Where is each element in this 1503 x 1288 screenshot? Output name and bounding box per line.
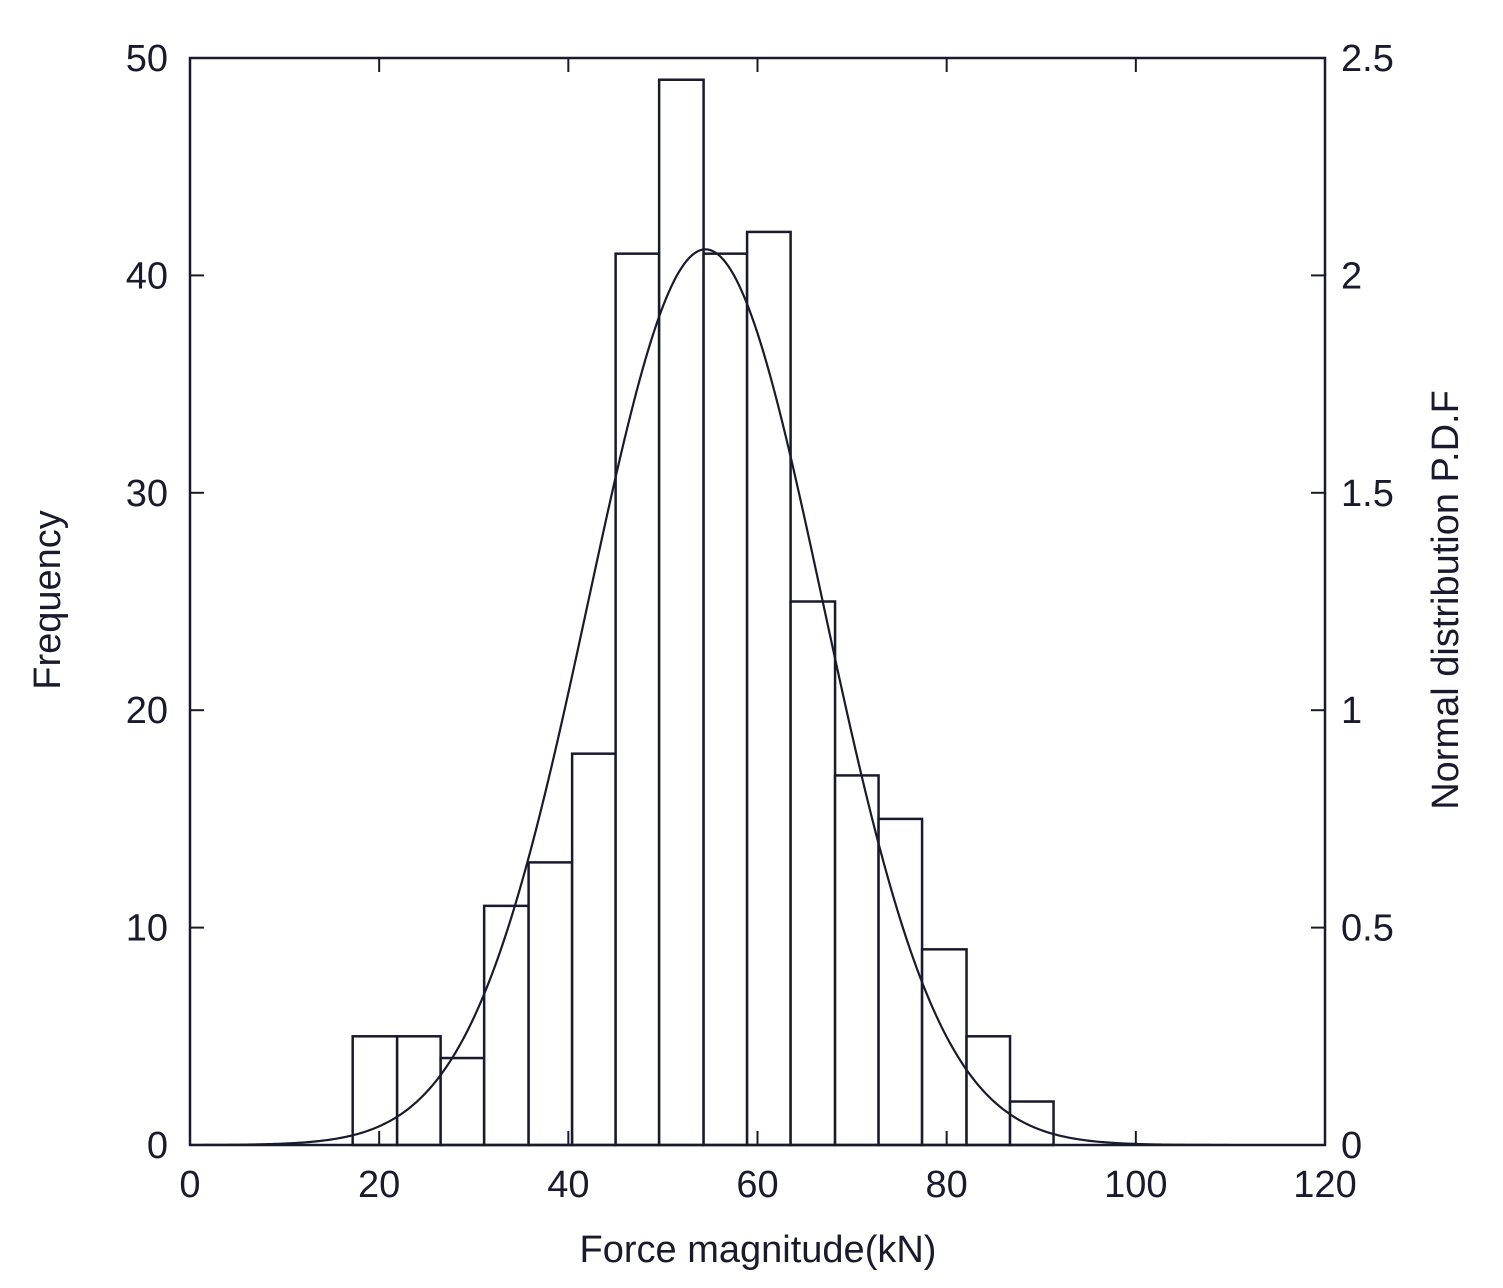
x-tick-labels: 0 20 40 60 80 100 120: [179, 1164, 1356, 1206]
histogram-bar-6: [570, 752, 617, 1147]
y-tick-label-5: 50: [126, 38, 168, 80]
right-y-tick-label-5: 2.5: [1341, 38, 1394, 80]
x-tick-label-3: 60: [736, 1164, 778, 1206]
x-tick-label-2: 40: [547, 1164, 589, 1206]
histogram-bar-4: [482, 904, 530, 1147]
histogram-bar-11: [789, 600, 837, 1147]
histogram-bars: [351, 78, 1055, 1147]
right-y-tick-labels: 0 0.5 1 1.5 2 2.5: [1341, 38, 1394, 1167]
x-axis-title: Force magnitude(kN): [580, 1229, 937, 1271]
x-tick-label-4: 80: [926, 1164, 968, 1206]
histogram-bar-14: [920, 948, 968, 1147]
right-y-tick-label-4: 2: [1341, 255, 1362, 297]
y-tick-label-4: 40: [126, 255, 168, 297]
y-tick-label-1: 10: [126, 908, 168, 950]
normal-fit-curve: [190, 248, 1231, 1147]
histogram-bar-3: [439, 1056, 486, 1147]
right-y-tick-label-2: 1: [1341, 690, 1362, 732]
histogram-bar-16: [1008, 1100, 1055, 1147]
right-y-axis-title: Normal distribution P.D.F: [1425, 390, 1467, 810]
x-tick-label-0: 0: [179, 1164, 200, 1206]
histogram-bar-7: [614, 252, 661, 1147]
x-tick-label-1: 20: [358, 1164, 400, 1206]
right-y-tick-label-1: 0.5: [1341, 908, 1394, 950]
y-tick-labels: 0 10 20 30 40 50: [126, 38, 168, 1167]
right-y-tick-label-3: 1.5: [1341, 473, 1394, 515]
y-tick-label-2: 20: [126, 690, 168, 732]
y-axis-title: Frequency: [27, 510, 69, 690]
y-tick-label-3: 30: [126, 473, 168, 515]
histogram-bar-2: [395, 1035, 442, 1147]
x-tick-label-5: 100: [1104, 1164, 1167, 1206]
right-y-tick-label-0: 0: [1341, 1125, 1362, 1167]
histogram-bar-12: [833, 774, 880, 1147]
y-tick-label-0: 0: [147, 1125, 168, 1167]
histogram-bar-8: [657, 78, 705, 1147]
axis-ticks: [189, 57, 1326, 1146]
histogram-bar-15: [965, 1035, 1012, 1147]
histogram-bar-9: [702, 252, 749, 1147]
x-tick-label-6: 120: [1293, 1164, 1356, 1206]
histogram-bar-5: [527, 861, 574, 1147]
